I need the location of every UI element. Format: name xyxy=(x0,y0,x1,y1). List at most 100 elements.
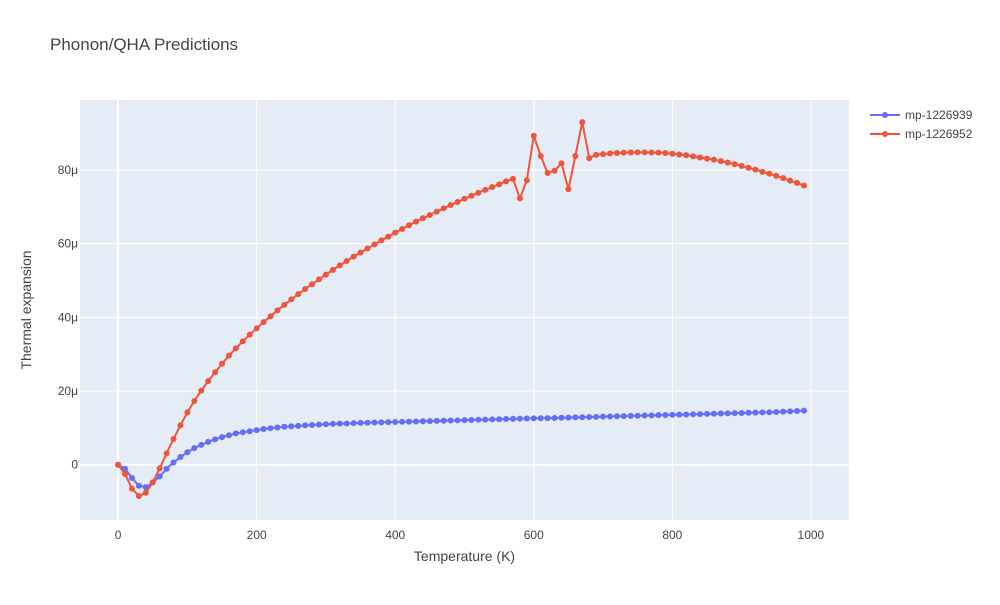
data-point[interactable] xyxy=(385,233,392,240)
data-point[interactable] xyxy=(205,378,212,385)
data-point[interactable] xyxy=(676,411,683,418)
data-point[interactable] xyxy=(225,432,232,439)
data-point[interactable] xyxy=(468,416,475,423)
data-point[interactable] xyxy=(156,465,163,472)
data-point[interactable] xyxy=(662,150,669,157)
data-point[interactable] xyxy=(787,177,794,184)
data-point[interactable] xyxy=(710,410,717,417)
data-point[interactable] xyxy=(392,229,399,236)
data-point[interactable] xyxy=(544,169,551,176)
data-point[interactable] xyxy=(717,410,724,417)
data-point[interactable] xyxy=(149,479,156,486)
data-point[interactable] xyxy=(489,183,496,190)
data-point[interactable] xyxy=(676,151,683,158)
legend-item[interactable]: mp-1226939 xyxy=(870,108,973,122)
data-point[interactable] xyxy=(724,410,731,417)
data-point[interactable] xyxy=(600,151,607,158)
data-point[interactable] xyxy=(475,189,482,196)
data-point[interactable] xyxy=(447,417,454,424)
data-point[interactable] xyxy=(780,175,787,182)
data-point[interactable] xyxy=(613,150,620,157)
data-point[interactable] xyxy=(198,387,205,394)
data-point[interactable] xyxy=(634,412,641,419)
data-point[interactable] xyxy=(399,225,406,232)
data-point[interactable] xyxy=(544,415,551,422)
data-point[interactable] xyxy=(413,218,420,225)
data-point[interactable] xyxy=(600,413,607,420)
data-point[interactable] xyxy=(558,414,565,421)
data-point[interactable] xyxy=(253,427,260,434)
data-point[interactable] xyxy=(669,150,676,157)
data-point[interactable] xyxy=(288,296,295,303)
data-point[interactable] xyxy=(773,409,780,416)
data-point[interactable] xyxy=(683,411,690,418)
data-point[interactable] xyxy=(378,237,385,244)
data-point[interactable] xyxy=(316,276,323,283)
data-point[interactable] xyxy=(697,411,704,418)
data-point[interactable] xyxy=(302,422,309,429)
data-point[interactable] xyxy=(239,338,246,345)
data-point[interactable] xyxy=(738,162,745,169)
data-point[interactable] xyxy=(489,416,496,423)
data-point[interactable] xyxy=(530,132,537,139)
data-point[interactable] xyxy=(371,419,378,426)
data-point[interactable] xyxy=(322,271,329,278)
data-point[interactable] xyxy=(606,413,613,420)
data-point[interactable] xyxy=(523,415,530,422)
data-point[interactable] xyxy=(496,181,503,188)
data-point[interactable] xyxy=(759,409,766,416)
data-point[interactable] xyxy=(468,192,475,199)
data-point[interactable] xyxy=(350,420,357,427)
data-point[interactable] xyxy=(419,215,426,222)
data-point[interactable] xyxy=(593,413,600,420)
data-point[interactable] xyxy=(399,418,406,425)
data-point[interactable] xyxy=(551,167,558,174)
data-point[interactable] xyxy=(406,222,413,229)
data-point[interactable] xyxy=(516,195,523,202)
data-point[interactable] xyxy=(627,412,634,419)
data-point[interactable] xyxy=(447,202,454,208)
data-point[interactable] xyxy=(794,407,801,414)
data-point[interactable] xyxy=(523,177,530,184)
data-point[interactable] xyxy=(745,164,752,171)
data-point[interactable] xyxy=(309,421,316,428)
data-point[interactable] xyxy=(697,154,704,161)
data-point[interactable] xyxy=(655,412,662,419)
data-point[interactable] xyxy=(177,422,184,429)
data-point[interactable] xyxy=(669,411,676,418)
data-point[interactable] xyxy=(419,418,426,425)
data-point[interactable] xyxy=(170,459,177,466)
data-point[interactable] xyxy=(322,421,329,428)
data-point[interactable] xyxy=(454,199,461,206)
data-point[interactable] xyxy=(142,489,149,496)
data-point[interactable] xyxy=(295,291,302,298)
data-point[interactable] xyxy=(496,416,503,423)
data-point[interactable] xyxy=(537,415,544,422)
data-point[interactable] xyxy=(198,441,205,448)
data-point[interactable] xyxy=(683,152,690,159)
data-point[interactable] xyxy=(406,418,413,425)
data-point[interactable] xyxy=(627,149,634,156)
data-point[interactable] xyxy=(219,434,226,441)
data-point[interactable] xyxy=(503,416,510,423)
data-point[interactable] xyxy=(655,149,662,156)
data-point[interactable] xyxy=(135,493,142,500)
data-point[interactable] xyxy=(565,414,572,421)
data-point[interactable] xyxy=(343,420,350,427)
data-point[interactable] xyxy=(343,258,350,264)
data-point[interactable] xyxy=(364,245,371,252)
data-point[interactable] xyxy=(558,160,565,167)
data-point[interactable] xyxy=(731,161,738,168)
data-point[interactable] xyxy=(454,417,461,424)
data-point[interactable] xyxy=(579,119,586,126)
data-point[interactable] xyxy=(122,465,129,472)
data-point[interactable] xyxy=(565,186,572,193)
data-point[interactable] xyxy=(800,407,807,414)
data-point[interactable] xyxy=(184,449,191,456)
data-point[interactable] xyxy=(128,475,135,481)
data-point[interactable] xyxy=(503,178,510,185)
data-point[interactable] xyxy=(135,482,142,489)
data-point[interactable] xyxy=(156,473,163,480)
data-point[interactable] xyxy=(371,241,378,248)
data-point[interactable] xyxy=(336,262,343,269)
